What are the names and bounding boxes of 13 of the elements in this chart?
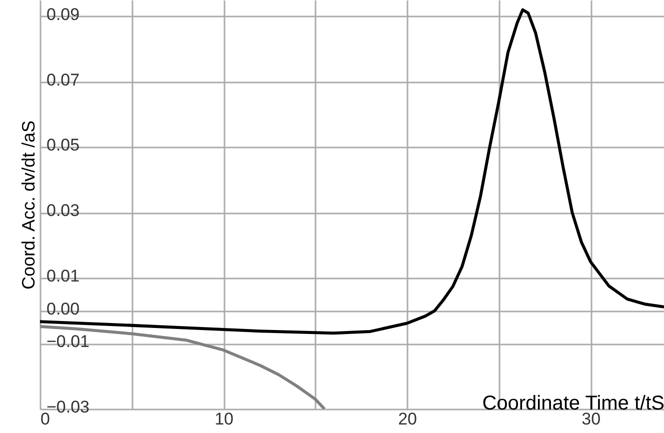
y-tick-label: 0.00 [46,299,80,318]
y-tick-label: 0.01 [46,266,80,286]
y-tick-label: 0.09 [46,4,80,24]
x-tick-label: 0 [40,410,50,428]
y-tick-label: 0.07 [46,70,80,90]
x-tick-label: 30 [582,410,601,428]
y-tick-label: 0.05 [46,136,80,155]
y-tick-label: 0.03 [46,201,80,220]
line-series [40,8,664,335]
y-tick-label: −0.01 [46,332,90,352]
x-tick-label: 10 [214,410,234,428]
x-tick-label: 20 [398,410,418,428]
y-axis-title: Coord. Acc. dv/dt /aS [18,120,38,290]
